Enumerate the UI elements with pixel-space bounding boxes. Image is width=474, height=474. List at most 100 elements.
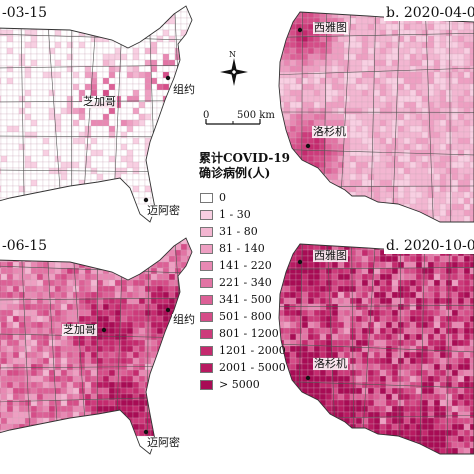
county-cell (469, 273, 474, 281)
county-cell (415, 203, 423, 211)
county-cell (361, 453, 369, 454)
county-cell (36, 309, 44, 317)
county-cell (403, 59, 411, 67)
county-cell (409, 447, 417, 454)
county-cell (397, 137, 405, 145)
county-cell (30, 59, 38, 67)
county-cell (162, 297, 170, 305)
county-cell (12, 333, 20, 341)
county-cell (0, 381, 8, 389)
county-cell (96, 143, 104, 151)
county-cell (367, 255, 375, 263)
county-cell (439, 185, 447, 193)
county-cell (114, 369, 122, 377)
county-cell (48, 381, 56, 389)
county-cell (373, 119, 381, 127)
county-cell (445, 107, 453, 115)
county-cell (313, 315, 321, 323)
county-cell (96, 357, 104, 365)
county-cell (331, 12, 339, 19)
county-cell (66, 255, 74, 263)
county-cell (421, 71, 429, 79)
county-cell (156, 381, 164, 389)
county-cell (54, 261, 62, 269)
county-cell (138, 399, 146, 407)
county-cell (385, 273, 393, 281)
county-cell (120, 101, 128, 109)
county-cell (391, 435, 399, 443)
county-cell (415, 303, 423, 311)
county-cell (126, 167, 134, 175)
county-cell (313, 12, 321, 13)
county-cell (126, 339, 134, 347)
county-cell (24, 101, 32, 109)
county-cell (48, 167, 56, 175)
county-cell (343, 393, 351, 401)
county-cell (319, 345, 327, 353)
county-cell (162, 11, 170, 19)
county-cell (295, 321, 303, 329)
county-cell (451, 215, 459, 222)
county-cell (439, 405, 447, 413)
county-cell (60, 149, 68, 157)
county-cell (60, 345, 68, 353)
county-cell (397, 321, 405, 329)
state-boundary (279, 33, 474, 38)
county-cell (415, 261, 423, 269)
county-cell (0, 279, 2, 287)
county-cell (0, 297, 8, 305)
county-cell (180, 279, 188, 287)
county-cell (108, 279, 116, 287)
county-cell (108, 411, 116, 419)
county-cell (373, 149, 381, 157)
county-cell (78, 47, 86, 55)
county-cell (343, 399, 351, 407)
county-cell (403, 333, 411, 341)
county-cell (193, 186, 199, 192)
county-cell (445, 191, 453, 199)
county-cell (421, 351, 429, 359)
county-cell (337, 113, 345, 121)
county-cell (72, 143, 80, 151)
county-cell (463, 191, 471, 199)
county-cell (138, 59, 146, 67)
county-cell (12, 173, 20, 181)
county-cell (289, 447, 297, 454)
county-cell (283, 255, 291, 263)
county-cell (30, 131, 38, 139)
county-cell (331, 279, 339, 287)
county-cell (156, 249, 164, 257)
county-cell (84, 6, 92, 13)
county-cell (168, 107, 176, 115)
county-cell (162, 53, 170, 61)
county-cell (24, 179, 32, 187)
county-cell (409, 399, 417, 407)
county-cell (60, 11, 68, 19)
county-cell (463, 209, 471, 217)
county-cell (84, 291, 92, 299)
state-boundary (0, 297, 192, 301)
county-cell (96, 243, 104, 251)
county-cell (0, 95, 2, 103)
county-cell (331, 399, 339, 407)
county-cell (409, 297, 417, 305)
county-cell (373, 125, 381, 133)
county-cell (451, 47, 459, 55)
county-cell (361, 17, 369, 25)
county-cell (114, 29, 122, 37)
county-cell (469, 95, 474, 103)
county-cell (66, 35, 74, 43)
county-cell (349, 179, 357, 187)
legend-label: 341 - 500 (219, 293, 272, 306)
county-cell (403, 83, 411, 91)
county-cell (54, 197, 62, 205)
county-cell (391, 447, 399, 454)
county-cell (379, 345, 387, 353)
county-cell (96, 113, 104, 121)
county-cell (349, 399, 357, 407)
county-cell (355, 309, 363, 317)
county-cell (12, 167, 20, 175)
county-cell (168, 95, 176, 103)
county-cell (60, 279, 68, 287)
county-cell (180, 6, 188, 7)
